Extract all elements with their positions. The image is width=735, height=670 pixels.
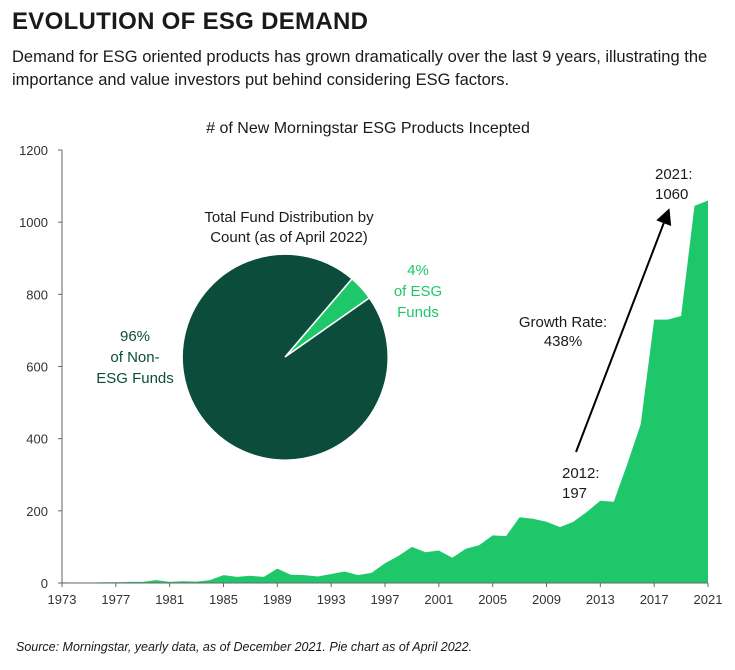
pie-label-non-esg-line3: ESG Funds xyxy=(96,370,174,387)
x-tick-label: 2017 xyxy=(640,592,669,607)
pie-slice-non-esg xyxy=(181,253,389,461)
pie-label-esg-percent: 4% xyxy=(407,262,429,279)
y-tick-label: 0 xyxy=(41,576,48,591)
growth-arrow xyxy=(575,208,672,453)
annotation-growth-value: 438% xyxy=(544,333,582,350)
page-title: EVOLUTION OF ESG DEMAND xyxy=(12,8,369,35)
source-note: Source: Morningstar, yearly data, as of … xyxy=(16,640,473,654)
pie-title-line1: Total Fund Distribution by xyxy=(204,209,374,226)
chart-title: # of New Morningstar ESG Products Incept… xyxy=(206,120,530,137)
y-tick-label: 800 xyxy=(26,287,48,302)
annotation-2012-year: 2012: xyxy=(562,465,600,482)
annotation-2012-value: 197 xyxy=(562,485,587,502)
y-tick-label: 600 xyxy=(26,360,48,375)
x-tick-label: 1981 xyxy=(155,592,184,607)
pie-label-non-esg-percent: 96% xyxy=(120,328,150,345)
pie-label-esg-line2: of ESG xyxy=(394,283,442,300)
x-tick-label: 1997 xyxy=(371,592,400,607)
x-tick-label: 1993 xyxy=(317,592,346,607)
pie-chart xyxy=(181,253,389,461)
axis-layer: 0 200 400 600 800 1000 1200 1973 1977 1981 1985 198… xyxy=(19,143,722,607)
pie-label-non-esg-line2: of Non- xyxy=(110,349,159,366)
area-series xyxy=(62,200,708,583)
annotation-growth-label: Growth Rate: xyxy=(519,314,607,331)
x-tick-label: 2021 xyxy=(694,592,723,607)
area-layer xyxy=(62,200,708,583)
x-tick-label: 2001 xyxy=(424,592,453,607)
x-tick-label: 1977 xyxy=(101,592,130,607)
x-tick-label: 1985 xyxy=(209,592,238,607)
pie-label-esg-line3: Funds xyxy=(397,304,439,321)
y-tick-label: 200 xyxy=(26,504,48,519)
page-subtitle: Demand for ESG oriented products has gro… xyxy=(12,48,708,89)
annotation-2021-value: 1060 xyxy=(655,186,688,203)
x-tick-label: 1973 xyxy=(48,592,77,607)
x-tick-label: 2013 xyxy=(586,592,615,607)
x-tick-label: 2005 xyxy=(478,592,507,607)
x-tick-label: 2009 xyxy=(532,592,561,607)
x-tick-label: 1989 xyxy=(263,592,292,607)
y-tick-label: 400 xyxy=(26,432,48,447)
y-tick-label: 1000 xyxy=(19,215,48,230)
y-tick-label: 1200 xyxy=(19,143,48,158)
annotation-2021-year: 2021: xyxy=(655,166,693,183)
pie-title-line2: Count (as of April 2022) xyxy=(210,229,368,246)
